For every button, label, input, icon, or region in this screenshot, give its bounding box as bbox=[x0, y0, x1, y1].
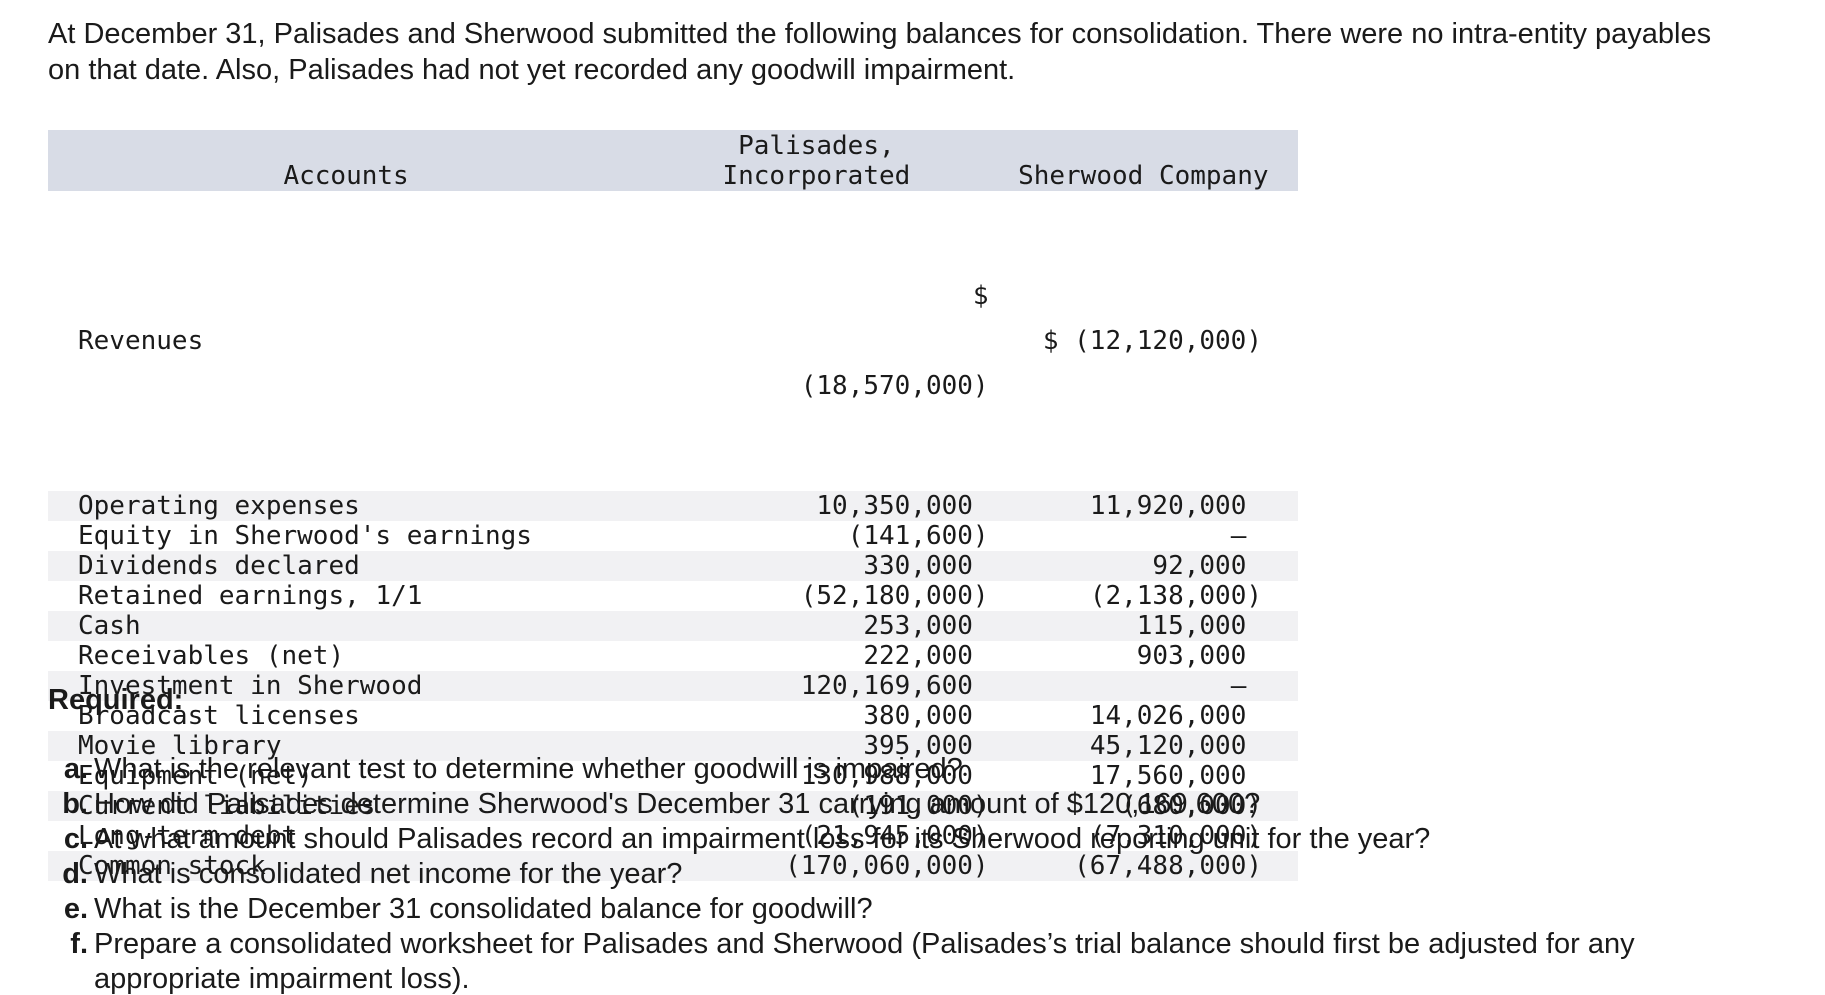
table-row: Movie library 395,000 45,120,000 bbox=[48, 731, 1298, 761]
account-name: Revenues bbox=[78, 326, 204, 356]
trial-balance-table: Accounts Palisades, Incorporated Sherwoo… bbox=[48, 130, 1298, 881]
palisades-value: 222,000 bbox=[863, 641, 989, 671]
currency-symbol: $ bbox=[972, 281, 989, 311]
table-row: Current liabilities (191,000) (680,000) bbox=[48, 791, 1298, 821]
table-row: Operating expenses 10,350,000 11,920,000 bbox=[48, 491, 1298, 521]
account-name: Movie library bbox=[78, 731, 282, 761]
sherwood-value: – bbox=[1230, 671, 1262, 701]
sherwood-value: (7,310,000) bbox=[1089, 821, 1262, 851]
palisades-value: (141,600) bbox=[847, 521, 989, 551]
question-letter: a. bbox=[63, 753, 88, 785]
table-row: Investment in Sherwood 120,169,600 – bbox=[48, 671, 1298, 701]
question-letter: c. bbox=[63, 823, 88, 855]
palisades-value: (52,180,000) bbox=[800, 581, 989, 611]
table-header-row: Accounts Palisades, Incorporated Sherwoo… bbox=[48, 130, 1298, 191]
question-letter: d. bbox=[62, 858, 88, 890]
questions-list: a. What is the relevant test to determine… bbox=[48, 752, 1788, 995]
question-item: a. What is the relevant test to determine… bbox=[48, 752, 1788, 787]
question-letter: b. bbox=[62, 788, 88, 820]
palisades-value: 10,350,000 bbox=[816, 491, 989, 521]
question-text: Prepare a consolidated worksheet for Pal… bbox=[94, 928, 1635, 995]
table-row: Receivables (net) 222,000 903,000 bbox=[48, 641, 1298, 671]
palisades-value: 395,000 bbox=[863, 731, 989, 761]
table-row: Cash 253,000 115,000 bbox=[48, 611, 1298, 641]
question-item: b. How did Palisades determine Sherwood's… bbox=[48, 787, 1788, 822]
sherwood-value: (2,138,000) bbox=[1089, 581, 1262, 611]
account-name: Investment in Sherwood bbox=[78, 671, 423, 701]
sherwood-value: 14,026,000 bbox=[1089, 701, 1262, 731]
question-item: f. Prepare a consolidated worksheet for P… bbox=[48, 927, 1788, 995]
question-text: At what amount should Palisades record a… bbox=[94, 823, 1431, 855]
table-row: Long-term debt (21,945,000) (7,310,000) bbox=[48, 821, 1298, 851]
table-row: Equipment (net) 130,988,000 17,560,000 bbox=[48, 761, 1298, 791]
table-row: Common stock (170,060,000) (67,488,000) bbox=[48, 851, 1298, 881]
account-name: Common stock bbox=[78, 851, 266, 881]
palisades-value: (191,000) bbox=[847, 791, 989, 821]
sherwood-value: 115,000 bbox=[1136, 611, 1262, 641]
account-name: Cash bbox=[78, 611, 141, 641]
palisades-amount: (18,570,000) bbox=[800, 371, 989, 401]
palisades-value: 380,000 bbox=[863, 701, 989, 731]
question-letter: e. bbox=[63, 893, 88, 925]
question-text: How did Palisades determine Sherwood's D… bbox=[94, 788, 1261, 820]
account-name: Operating expenses bbox=[78, 491, 360, 521]
account-name: Equity in Sherwood's earnings bbox=[78, 521, 532, 551]
intro-paragraph: At December 31, Palisades and Sherwood s… bbox=[48, 18, 1712, 86]
account-name: Receivables (net) bbox=[78, 641, 345, 671]
account-name: Dividends declared bbox=[78, 551, 360, 581]
palisades-value: 120,169,600 bbox=[800, 671, 989, 701]
header-palisades: Palisades, Incorporated bbox=[644, 130, 988, 191]
account-name: Current liabilities bbox=[78, 791, 376, 821]
palisades-value: 130,988,000 bbox=[800, 761, 989, 791]
sherwood-value: (680,000) bbox=[1121, 791, 1262, 821]
palisades-value: 253,000 bbox=[863, 611, 989, 641]
sherwood-value: $ (12,120,000) bbox=[1042, 326, 1262, 356]
question-text: What is consolidated net income for the … bbox=[94, 858, 683, 890]
header-palisades-line2: Incorporated bbox=[722, 161, 911, 191]
table-row: Dividends declared 330,000 92,000 bbox=[48, 551, 1298, 581]
sherwood-value: 92,000 bbox=[1152, 551, 1262, 581]
account-name: Retained earnings, 1/1 bbox=[78, 581, 423, 611]
question-item: e. What is the December 31 consolidated b… bbox=[48, 892, 1788, 927]
question-letter: f. bbox=[70, 928, 88, 960]
question-item: d. What is consolidated net income for th… bbox=[48, 857, 1788, 892]
account-name: Broadcast licenses bbox=[78, 701, 360, 731]
sherwood-value: – bbox=[1230, 521, 1262, 551]
sherwood-value: (67,488,000) bbox=[1074, 851, 1262, 881]
header-accounts: Accounts bbox=[283, 161, 409, 191]
table-row: Equity in Sherwood's earnings (141,600) – bbox=[48, 521, 1298, 551]
question-text: What is the December 31 consolidated bal… bbox=[94, 893, 873, 925]
palisades-value: (170,060,000) bbox=[785, 851, 989, 881]
sherwood-value: 45,120,000 bbox=[1089, 731, 1262, 761]
sherwood-value: 903,000 bbox=[1136, 641, 1262, 671]
question-text: What is the relevant test to determine w… bbox=[94, 753, 963, 785]
palisades-value: (21,945,000) bbox=[800, 821, 989, 851]
header-sherwood: Sherwood Company bbox=[1018, 161, 1269, 191]
palisades-value: 330,000 bbox=[863, 551, 989, 581]
sherwood-value: 11,920,000 bbox=[1089, 491, 1262, 521]
palisades-value: $ (18,570,000) bbox=[644, 191, 989, 491]
question-item: c. At what amount should Palisades record… bbox=[48, 822, 1788, 857]
sherwood-value: 17,560,000 bbox=[1089, 761, 1262, 791]
table-row: Revenues $ (18,570,000) $ (12,120,000) bbox=[48, 191, 1298, 491]
required-heading: Required: bbox=[48, 684, 184, 716]
header-palisades-line1: Palisades, bbox=[738, 131, 895, 161]
table-row: Retained earnings, 1/1 (52,180,000) (2,138… bbox=[48, 581, 1298, 611]
table-row: Broadcast licenses 380,000 14,026,000 bbox=[48, 701, 1298, 731]
account-name: Long-term debt bbox=[78, 821, 298, 851]
account-name: Equipment (net) bbox=[78, 761, 313, 791]
